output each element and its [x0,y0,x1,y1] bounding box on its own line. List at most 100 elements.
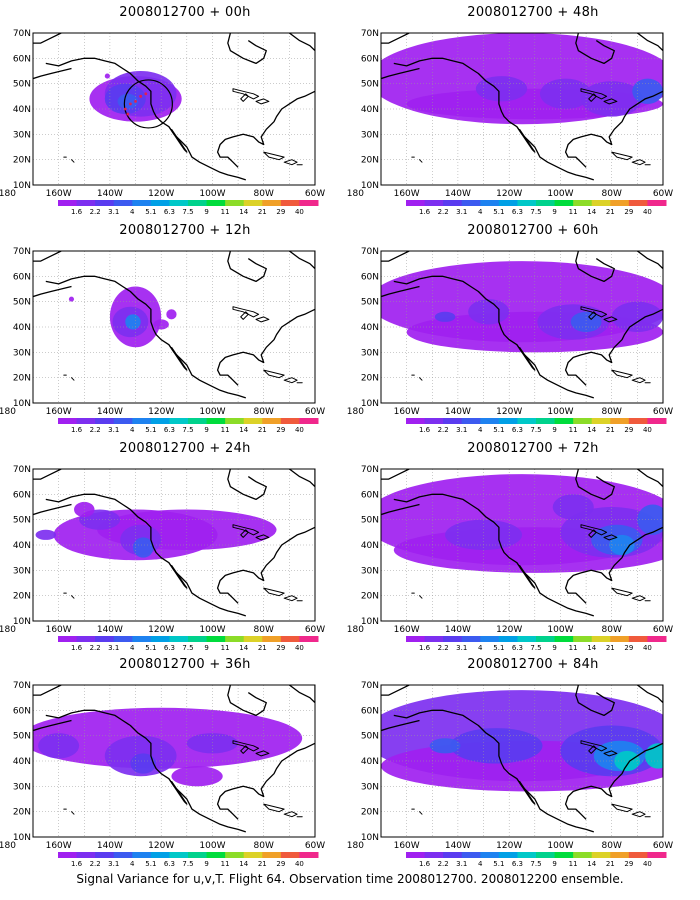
colorbar-label: 7.5 [182,208,193,216]
colorbar-swatch [95,852,115,858]
variance-region [450,728,543,764]
observation-point [144,92,148,96]
variance-map: 10N 20N 30N 40N 50N 60N 70N 180 160W 140W 120W 100W… [347,681,674,868]
lon-tick-label: 160W [46,189,72,199]
coastline [631,595,646,602]
colorbar-label: 4 [130,860,135,868]
colorbar-swatch [169,418,189,424]
panel-84h: 2008012700 + 84h 10N 20N 30N 40N 50N 60N 70N 18… [347,657,698,872]
coastline [168,562,188,589]
colorbar-swatch [573,852,593,858]
coastline [393,57,595,181]
colorbar-label: 14 [587,208,596,216]
colorbar-label: 6.3 [512,208,523,216]
map-content [33,469,315,621]
colorbar-label: 7.5 [530,426,541,434]
colorbar-label: 14 [239,644,248,652]
colorbar-swatch [95,636,115,642]
colorbar-label: 4 [478,644,483,652]
variance-map: 10N 20N 30N 40N 50N 60N 70N 180 160W 140W 120W 100W… [0,247,325,434]
panel-36h: 2008012700 + 36h 10N 20N 30N 40N 50N 60N 70N 18… [0,657,350,872]
coastline [45,709,247,833]
colorbar-swatch [225,636,245,642]
colorbar-swatch [299,636,319,642]
colorbar-label: 9 [552,644,556,652]
coastline [263,151,285,161]
lon-tick-label: 180 [347,625,364,635]
colorbar-swatch [299,200,319,206]
colorbar-swatch [536,418,556,424]
coastline [168,778,188,805]
colorbar-label: 40 [643,644,652,652]
coastline [580,88,608,100]
colorbar-label: 40 [295,860,304,868]
colorbar-swatch [132,200,152,206]
lon-tick-label: 60W [653,841,673,851]
colorbar-swatch [591,418,611,424]
variance-region [68,296,75,302]
colorbar-swatch [406,418,426,424]
colorbar-label: 21 [606,208,615,216]
variance-map: 10N 20N 30N 40N 50N 60N 70N 180 160W 140W 120W 100W… [347,465,674,652]
coastline [33,285,72,298]
colorbar-swatch [206,418,226,424]
coastline [580,524,608,536]
coastline [71,159,75,163]
panel-title: 2008012700 + 12h [119,223,251,238]
colorbar-label: 21 [606,644,615,652]
colorbar-label: 2.2 [90,208,101,216]
coastline [637,469,663,488]
colorbar-swatch [498,418,518,424]
coastline [168,344,188,371]
lat-tick-label: 10N [361,833,379,843]
colorbar-label: 11 [221,644,230,652]
colorbar-swatch [58,418,78,424]
coastline [516,562,536,589]
colorbar-label: 29 [276,860,285,868]
coastline [603,750,618,757]
lon-tick-label: 160W [394,407,420,417]
lat-tick-label: 70N [361,29,379,39]
lat-tick-label: 20N [13,808,31,818]
coastline [611,369,633,379]
colorbar-swatch [76,852,96,858]
colorbar-swatch [406,200,426,206]
coastline [580,306,608,318]
coastline [232,740,260,752]
lat-tick-label: 70N [13,29,31,39]
lat-tick-label: 40N [361,105,379,115]
lat-tick-label: 30N [361,348,379,358]
variance-region [445,519,522,551]
colorbar-label: 3.1 [456,860,467,868]
colorbar-swatch [169,200,189,206]
colorbar-swatch [443,200,463,206]
variance-region [429,738,461,754]
lat-tick-label: 40N [13,757,31,767]
colorbar-label: 9 [552,860,556,868]
coastline [588,311,597,320]
lat-tick-label: 30N [361,566,379,576]
colorbar-label: 11 [221,426,230,434]
colorbar-swatch [628,636,648,642]
coastline [227,33,267,65]
variance-region [166,309,177,320]
variance-map: 10N 20N 30N 40N 50N 60N 70N 180 160W 140W 120W 100W… [347,29,674,216]
colorbar-label: 4 [130,208,135,216]
colorbar-swatch [647,852,667,858]
variance-map: 10N 20N 30N 40N 50N 60N 70N 180 160W 140W 120W 100W… [0,29,325,216]
panel-12h: 2008012700 + 12h 10N 20N 30N 40N 50N 60N 70N 18… [0,223,350,438]
colorbar-swatch [169,852,189,858]
lat-tick-label: 60N [361,54,379,64]
colorbar-swatch [225,418,245,424]
colorbar-label: 11 [221,860,230,868]
colorbar-label: 2.2 [438,644,449,652]
coastline [227,251,267,283]
coastline [33,469,62,480]
lat-tick-label: 50N [13,516,31,526]
colorbar-label: 6.3 [512,644,523,652]
lon-tick-label: 180 [347,189,364,199]
colorbar-swatch [243,852,263,858]
lat-tick-label: 30N [13,130,31,140]
coastline [588,93,597,102]
colorbar-swatch [461,852,481,858]
